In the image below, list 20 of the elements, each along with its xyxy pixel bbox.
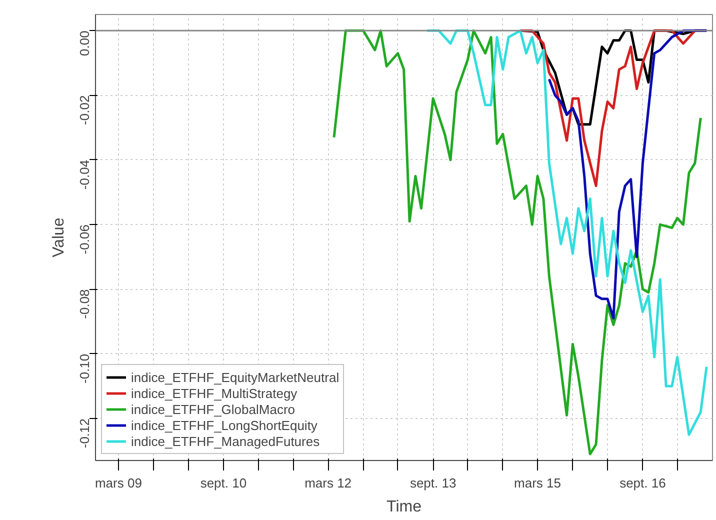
x-tick-label: mars 09 xyxy=(94,476,142,490)
y-tick-label: -0.02 xyxy=(77,95,92,125)
legend-label: indice_ETFHF_GlobalMacro xyxy=(131,401,296,417)
y-tick-label: -0.10 xyxy=(77,354,92,384)
y-tick-label: -0.08 xyxy=(77,289,92,319)
x-tick-label: mars 15 xyxy=(514,476,561,490)
x-tick-label: sept. 13 xyxy=(410,476,456,490)
x-tick-label: sept. 16 xyxy=(620,476,666,490)
legend-label: indice_ETFHF_LongShortEquity xyxy=(131,417,318,433)
y-tick-label: -0.06 xyxy=(77,224,92,254)
x-tick-label: sept. 10 xyxy=(200,476,247,490)
legend-label: indice_ETFHF_ManagedFutures xyxy=(131,433,320,449)
y-tick-label: 0.00 xyxy=(77,30,92,56)
x-tick-label: mars 12 xyxy=(304,476,352,490)
x-axis-title: Time xyxy=(386,498,422,516)
y-axis-title: Value xyxy=(50,218,68,258)
y-tick-label: -0.04 xyxy=(77,160,92,190)
y-tick-label: -0.12 xyxy=(77,418,92,448)
legend-label: indice_ETFHF_EquityMarketNeutral xyxy=(131,369,340,385)
legend-label: indice_ETFHF_MultiStrategy xyxy=(131,385,298,401)
